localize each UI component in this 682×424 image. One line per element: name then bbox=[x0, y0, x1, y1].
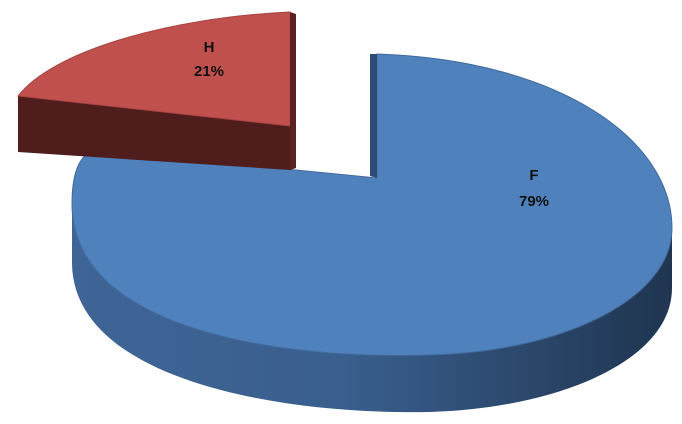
slice-h-top bbox=[17, 11, 291, 127]
slice-f-inner-wall bbox=[370, 54, 377, 178]
slice-f-value-label: 79% bbox=[519, 193, 549, 210]
slice-h bbox=[17, 11, 296, 170]
slice-f bbox=[71, 53, 673, 413]
slice-h-name-label: H bbox=[204, 39, 215, 56]
slice-f-top bbox=[71, 53, 673, 356]
slice-h-inner-wall bbox=[290, 12, 296, 170]
slice-f-side bbox=[72, 204, 672, 413]
slice-f-name-label: F bbox=[529, 167, 538, 184]
slice-h-value-label: 21% bbox=[194, 63, 224, 80]
slice-h-side bbox=[18, 96, 290, 170]
